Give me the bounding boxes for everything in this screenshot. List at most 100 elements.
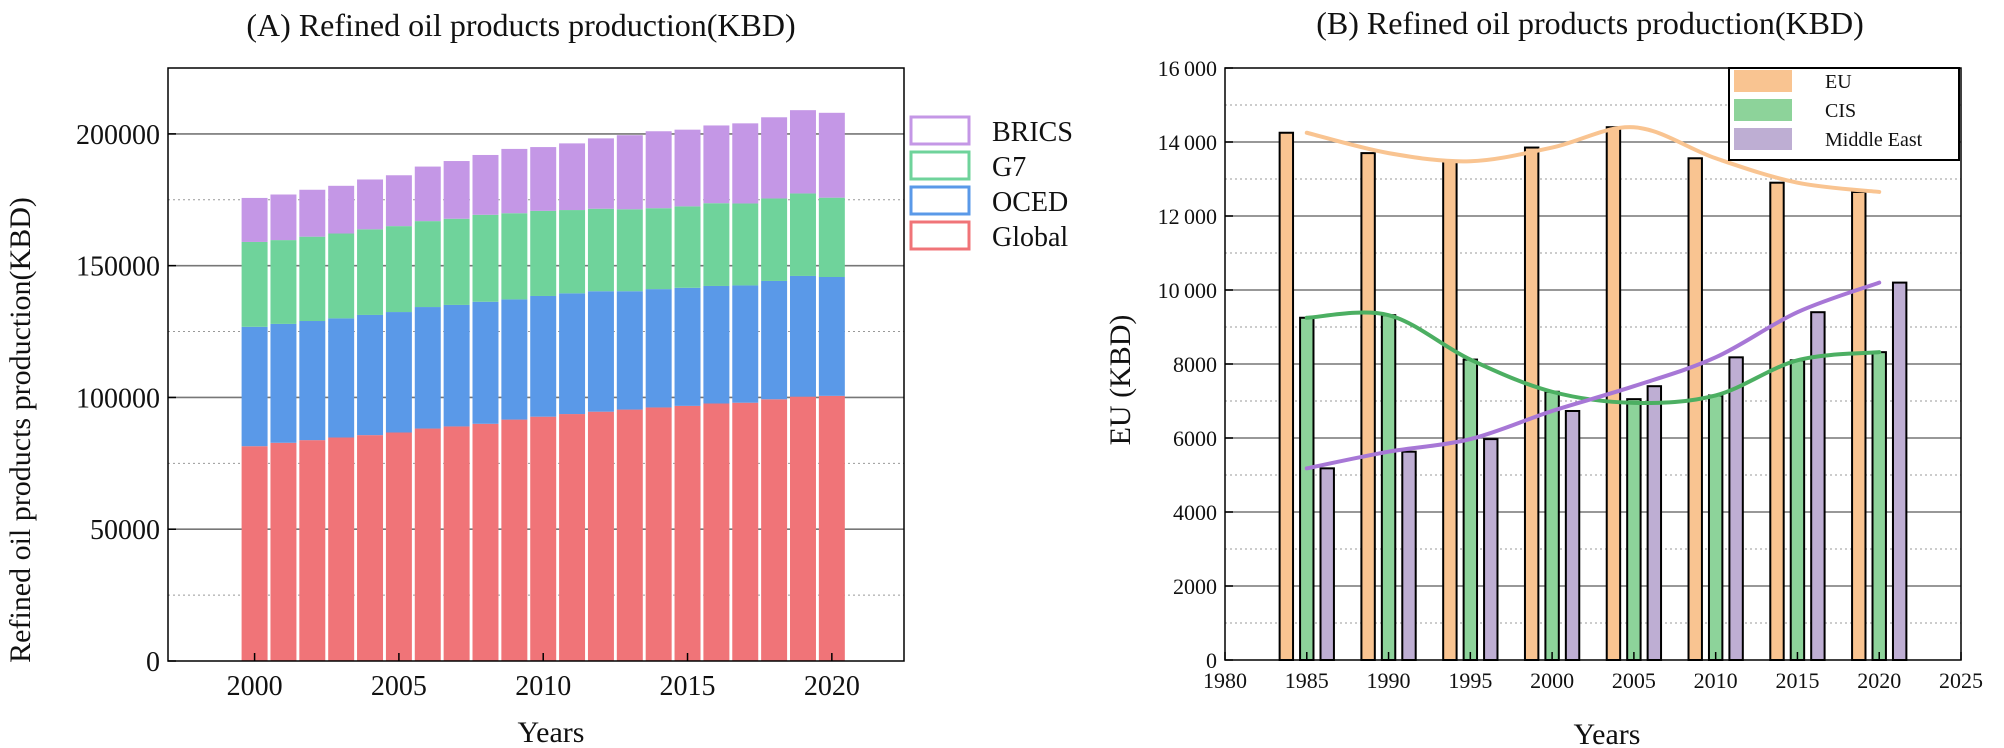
chart-a-legend: BRICS G7 OCED Global [909,115,1073,253]
bar-brics-2012 [587,138,614,209]
bar-brics-2014 [645,131,672,209]
bar-oced-2015 [674,287,701,406]
bar-middle-east-2000 [1564,409,1581,661]
bar-g7-2009 [501,213,528,300]
bar-g7-2002 [299,236,326,322]
bar-brics-2006 [414,166,441,222]
bar-middle-east-1990 [1401,450,1417,661]
y-tick-label: 6000 [1173,426,1217,451]
legend-swatch-g7 [909,150,971,181]
bar-middle-east-1995 [1483,438,1499,661]
bar-g7-2007 [443,218,470,305]
bar-brics-2007 [443,161,470,219]
bar-oced-2016 [703,285,730,404]
y-tick-label: 100000 [76,383,160,414]
bar-g7-2008 [472,214,499,302]
x-tick-label: 1990 [1367,668,1411,693]
y-tick-label: 200000 [76,120,160,151]
legend-swatch-eu [1734,70,1792,92]
bar-eu-1995 [1442,160,1458,662]
chart-b-grid [1225,104,1961,624]
legend-label-global: Global [992,222,1068,253]
bar-oced-2012 [587,291,614,412]
bar-brics-2016 [703,125,730,204]
bar-g7-2015 [674,206,701,288]
bar-cis-1990 [1380,314,1397,661]
bar-g7-2011 [559,210,586,294]
legend-swatch-middle-east [1734,128,1792,150]
y-tick-label: 8000 [1173,352,1217,377]
chart-a-x-axis-label: Years [518,716,585,748]
bar-global-2016 [703,403,730,661]
x-tick-label: 2020 [804,671,860,702]
trend-line-eu [1304,125,1882,194]
bar-oced-2013 [616,291,643,410]
bar-global-2014 [645,407,672,661]
x-tick-label: 2020 [1857,668,1901,693]
bar-global-2018 [761,399,788,661]
chart-a-title: (A) Refined oil products production(KBD) [246,7,795,43]
bar-global-2017 [732,402,759,661]
bar-oced-2009 [501,299,528,420]
bar-eu-1990 [1360,152,1376,661]
y-tick-label: 4000 [1173,500,1217,525]
bar-g7-2020 [818,197,845,277]
bar-oced-2004 [357,314,384,436]
bar-oced-2019 [789,275,816,397]
bar-global-2004 [357,435,384,661]
bar-oced-2010 [530,295,557,417]
bar-g7-2012 [587,208,614,292]
y-tick-label: 16 000 [1158,56,1217,81]
bar-oced-2011 [559,293,586,415]
y-tick-label: 50000 [90,515,160,546]
x-tick-label: 2010 [515,671,571,702]
bar-middle-east-2020 [1891,281,1908,661]
x-tick-label: 1995 [1448,668,1492,693]
bar-global-2007 [443,426,470,661]
bar-brics-2001 [270,194,297,241]
x-tick-label: 2005 [1612,668,1656,693]
chart-b-legend: EU CIS Middle East [1728,67,1960,161]
bar-global-2013 [616,409,643,661]
bar-cis-2015 [1789,359,1806,661]
x-tick-label: 2015 [1775,668,1819,693]
x-tick-label: 2010 [1694,668,1738,693]
bar-oced-2018 [761,280,788,400]
bar-brics-2015 [674,129,701,207]
bar-middle-east-2010 [1728,356,1744,661]
chart-a-y-axis-label: Refined oil products production(KBD) [4,197,37,663]
chart-b-y-axis-label: EU (KBD) [1104,315,1137,446]
bar-global-2005 [385,432,412,661]
legend-swatch-brics [909,115,971,146]
bar-middle-east-2005 [1646,385,1663,661]
bar-brics-2013 [616,135,643,210]
bar-g7-2004 [357,229,384,315]
bar-brics-2017 [732,123,759,204]
bar-brics-2020 [818,112,845,198]
bar-global-2012 [587,411,614,661]
chart-a-ticks: 0 50000 100000 150000 200000 2000 2005 2010 2015… [76,120,860,702]
bar-brics-2004 [357,179,384,230]
chart-a-plot-frame [167,67,905,662]
chart-b-bars [1278,126,1908,662]
panel-b-chart: (B) Refined oil products production(KBD)… [1104,5,1983,748]
bar-g7-2019 [789,193,816,276]
legend-swatch-cis [1734,99,1792,121]
bar-oced-2007 [443,304,470,427]
bar-eu-2015 [1769,181,1785,661]
bar-g7-2016 [703,203,730,286]
trend-line-middle-east [1304,280,1882,471]
bar-oced-2005 [385,312,412,433]
y-tick-label: 12 000 [1158,204,1217,229]
x-tick-label: 1980 [1203,668,1247,693]
bar-g7-2005 [385,226,412,313]
x-tick-label: 2000 [1530,668,1574,693]
bar-global-2011 [559,414,586,661]
bar-oced-2017 [732,285,759,403]
y-tick-label: 2000 [1173,574,1217,599]
bar-brics-2011 [559,143,586,211]
x-tick-label: 2005 [371,671,427,702]
y-tick-label: 150000 [76,252,160,283]
bar-global-2003 [328,437,355,661]
